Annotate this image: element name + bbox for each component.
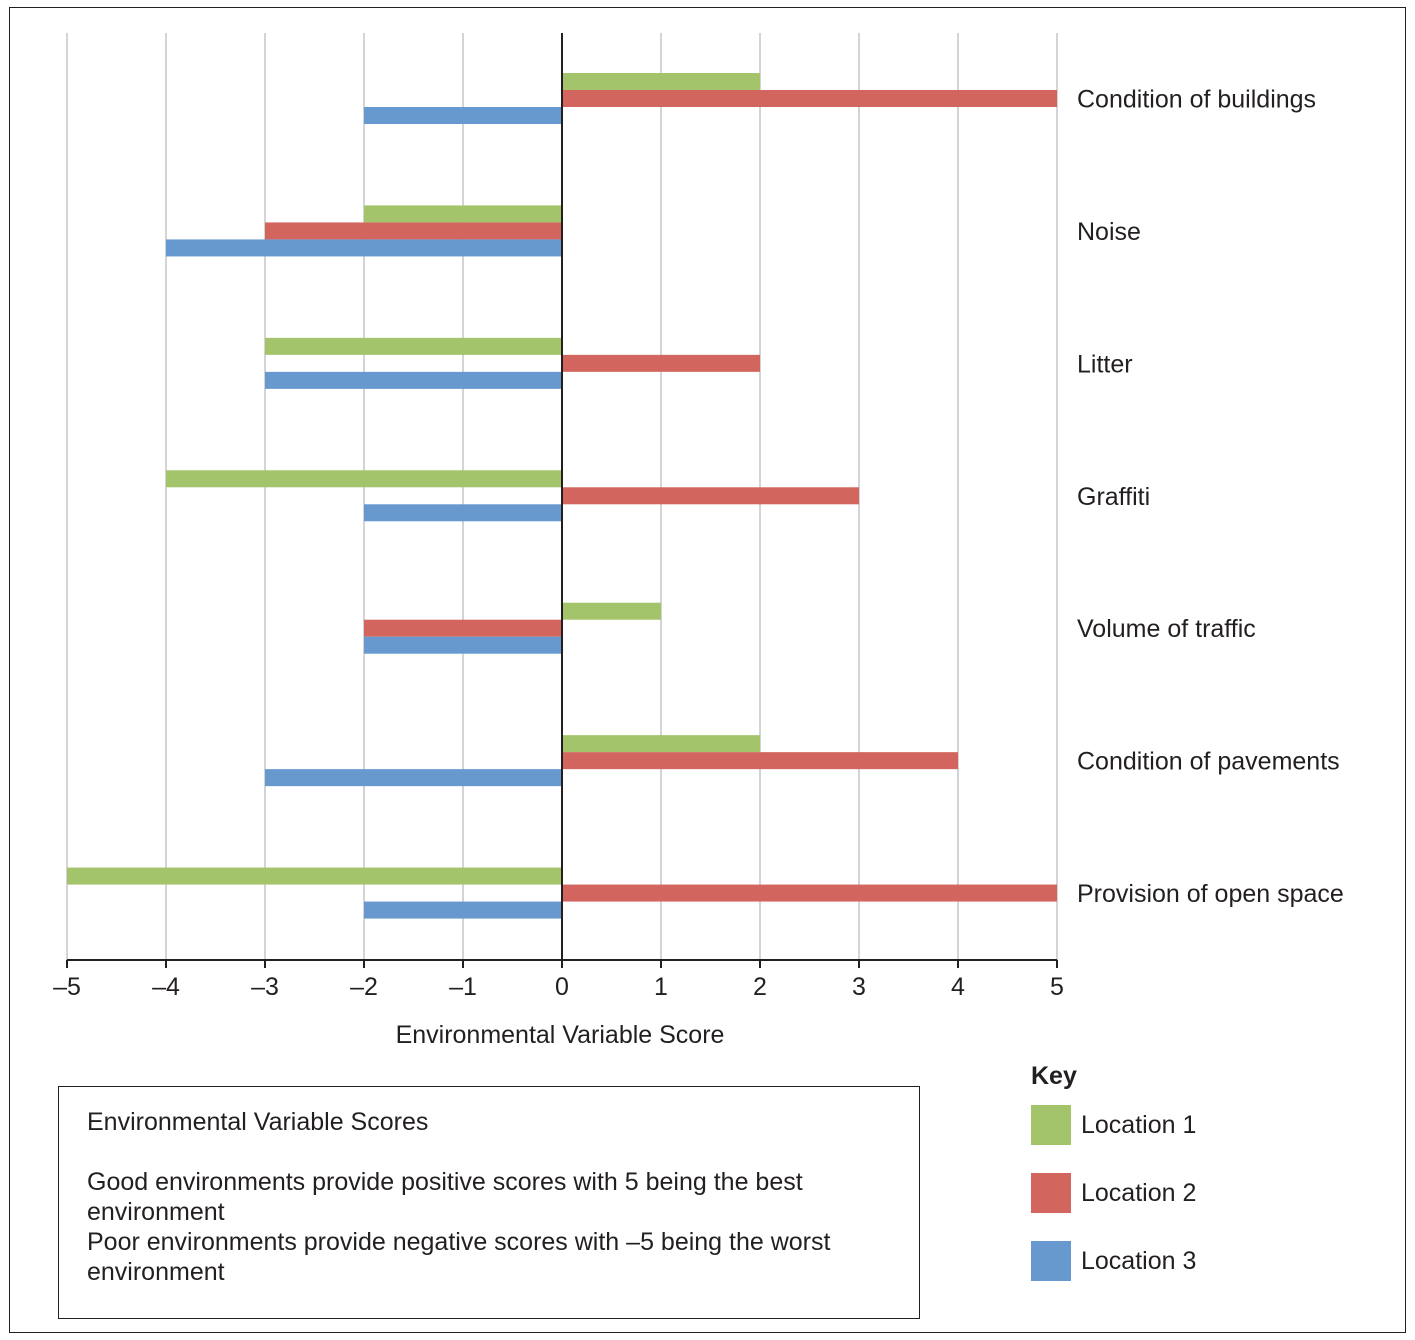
tick-label: –4: [152, 973, 180, 1001]
tick-label: –3: [251, 973, 279, 1001]
category-label: Provision of open space: [1077, 880, 1344, 908]
bars: [67, 73, 1057, 919]
tick-label: 4: [951, 973, 965, 1001]
tick-label: 3: [852, 973, 866, 1001]
legend-swatch: [1031, 1105, 1071, 1145]
tick-label: –5: [53, 973, 81, 1001]
bar-location-1: [67, 867, 562, 885]
bar-location-2: [562, 90, 1057, 107]
legend-item-location-2: Location 2: [1031, 1173, 1196, 1213]
bar-location-3: [364, 504, 562, 522]
legend-label: Location 1: [1081, 1110, 1197, 1139]
bar-location-1: [265, 337, 562, 355]
figure-frame: [9, 7, 1406, 1333]
bar-location-3: [364, 636, 562, 654]
category-label: Volume of traffic: [1077, 615, 1256, 643]
bar-location-1: [364, 205, 562, 223]
axes: [66, 33, 1058, 968]
legend-label: Location 3: [1081, 1246, 1197, 1275]
bar-location-3: [364, 901, 562, 919]
category-label: Condition of buildings: [1077, 86, 1316, 114]
category-label: Graffiti: [1077, 483, 1150, 511]
bar-location-3: [364, 107, 562, 124]
bar-location-1: [562, 73, 760, 90]
legend-label: Location 2: [1081, 1178, 1197, 1207]
tick-label: 5: [1050, 973, 1064, 1001]
bar-location-1: [562, 735, 760, 753]
bar-location-2: [364, 619, 562, 637]
grid-lines: [66, 33, 1058, 960]
tick-label: –2: [350, 973, 378, 1001]
bar-location-3: [166, 239, 562, 257]
legend-swatch: [1031, 1241, 1071, 1281]
bar-location-2: [562, 487, 859, 505]
legend-item-location-3: Location 3: [1031, 1241, 1196, 1281]
tick-label: –1: [449, 973, 477, 1001]
category-label: Noise: [1077, 218, 1141, 246]
legend-item-location-1: Location 1: [1031, 1105, 1196, 1145]
legend-swatch: [1031, 1173, 1071, 1213]
explanation-positive: Good environments provide positive score…: [87, 1168, 803, 1226]
bar-chart: –5 –4 –3 –2 –1 0 1 2 3 4 5 Condition of buildings N…: [53, 33, 1344, 1049]
bar-location-1: [166, 470, 562, 488]
legend: Key Location 1 Location 2 Location 3: [1031, 1062, 1196, 1309]
bar-location-2: [265, 222, 562, 240]
explanation-negative: Poor environments provide negative score…: [87, 1228, 831, 1286]
tick-label: 0: [555, 973, 569, 1001]
category-label: Condition of pavements: [1077, 748, 1340, 776]
tick-label: 1: [654, 973, 668, 1001]
bar-location-1: [562, 602, 661, 620]
tick-labels: –5 –4 –3 –2 –1 0 1 2 3 4 5: [53, 973, 1064, 1001]
bar-location-2: [562, 354, 760, 372]
legend-title: Key: [1031, 1062, 1077, 1090]
score-explanation-box: Environmental Variable Scores Good envir…: [58, 1086, 920, 1319]
tick-label: 2: [753, 973, 767, 1001]
bar-location-2: [562, 884, 1057, 902]
x-axis-label: Environmental Variable Score: [396, 1021, 725, 1049]
bar-location-2: [562, 752, 958, 770]
category-labels: Condition of buildings Noise Litter Graffit…: [1077, 86, 1344, 909]
category-label: Litter: [1077, 350, 1133, 378]
bar-location-3: [265, 769, 562, 787]
bar-location-3: [265, 371, 562, 389]
explanation-title: Environmental Variable Scores: [87, 1108, 429, 1136]
